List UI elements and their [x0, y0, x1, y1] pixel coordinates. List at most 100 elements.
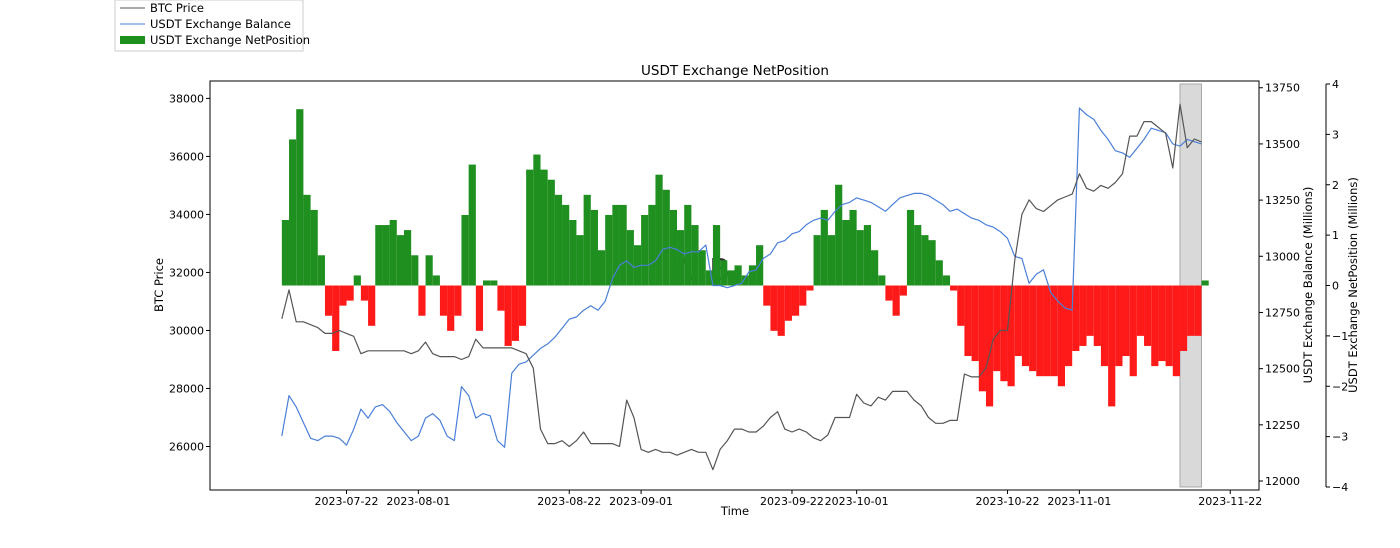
netposition-bar [820, 209, 828, 286]
netposition-bar [734, 265, 742, 286]
netposition-bar [475, 285, 484, 331]
y-left-tick-label: 32000 [169, 266, 204, 279]
netposition-bar [756, 245, 764, 286]
netposition-bar [1187, 285, 1195, 336]
netposition-bar [310, 209, 318, 286]
netposition-bar [461, 214, 469, 286]
netposition-bar [863, 225, 872, 286]
netposition-bar [576, 235, 584, 286]
netposition-bar [540, 169, 548, 286]
x-tick-label: 2023-11-22 [1198, 495, 1262, 508]
netposition-bar [985, 285, 994, 407]
netposition-bar [418, 285, 426, 316]
netposition-bar [641, 214, 649, 286]
x-tick-label: 2023-10-22 [976, 495, 1040, 508]
netposition-bar [1151, 285, 1159, 367]
netposition-bar [892, 285, 900, 316]
netposition-bar [978, 285, 986, 392]
netposition-bar [626, 230, 634, 286]
netposition-bar [303, 194, 311, 286]
netposition-bar [1100, 285, 1109, 367]
netposition-bar [1144, 285, 1152, 346]
netposition-bar [281, 220, 290, 286]
y-netposition-tick-label: 0 [1332, 280, 1339, 293]
netposition-bar [648, 204, 656, 286]
y-axis-label-netposition: USDT Exchange NetPosition (Millions) [1346, 177, 1360, 393]
netposition-bar [518, 285, 527, 326]
y-netposition-tick-label: −1 [1332, 330, 1348, 343]
netposition-bar [763, 285, 771, 306]
netposition-bar [1029, 285, 1037, 372]
netposition-bar [1165, 285, 1173, 367]
netposition-bar [1108, 285, 1116, 407]
y-netposition-tick-label: 3 [1332, 128, 1339, 141]
netposition-bar [619, 204, 627, 286]
netposition-bar [425, 255, 433, 286]
y-balance-tick-label: 12000 [1265, 475, 1300, 488]
netposition-bar [662, 189, 670, 286]
x-tick-label: 2023-08-22 [537, 495, 601, 508]
netposition-bar [698, 250, 706, 286]
netposition-bar [964, 285, 972, 357]
x-tick-label: 2023-09-22 [760, 495, 824, 508]
netposition-bar [871, 250, 879, 286]
netposition-bar [921, 235, 929, 286]
netposition-bar [1014, 285, 1022, 357]
netposition-bar [289, 139, 297, 286]
y-left-tick-label: 36000 [169, 150, 204, 163]
y-balance-tick-label: 12750 [1265, 306, 1300, 319]
netposition-bar [1000, 285, 1008, 382]
netposition-bar [533, 154, 541, 286]
netposition-bar [346, 285, 354, 301]
netposition-bar [547, 179, 555, 286]
netposition-bars [281, 109, 1209, 407]
y-left-tick-label: 30000 [169, 324, 204, 337]
netposition-bar [511, 285, 519, 341]
netposition-bar [1050, 285, 1058, 377]
netposition-bar [353, 275, 361, 286]
y-left-tick-label: 38000 [169, 92, 204, 105]
netposition-bar [655, 174, 663, 286]
netposition-bar [813, 235, 821, 286]
y-balance-tick-label: 12500 [1265, 363, 1300, 376]
netposition-bar [1057, 285, 1066, 387]
netposition-bar [1179, 285, 1188, 351]
netposition-bar [590, 209, 598, 286]
netposition-bar [942, 275, 951, 286]
netposition-bar [993, 285, 1001, 372]
legend: BTC Price USDT Exchange Balance USDT Exc… [114, 0, 310, 52]
y-netposition-tick-label: −3 [1332, 431, 1348, 444]
netposition-bar [1201, 280, 1209, 286]
x-tick-label: 2023-11-01 [1047, 495, 1111, 508]
x-tick-label: 2023-10-01 [825, 495, 889, 508]
x-tick-label: 2023-07-22 [315, 495, 379, 508]
plot-frame [209, 80, 1260, 491]
netposition-bar [1036, 285, 1044, 377]
netposition-bar [389, 220, 397, 286]
netposition-bar [526, 169, 534, 286]
netposition-bar [1115, 285, 1123, 367]
y-netposition-tick-label: 4 [1332, 78, 1339, 91]
y-left-tick-label: 26000 [169, 440, 204, 453]
netposition-bar [411, 255, 419, 286]
y-balance-tick-label: 12250 [1265, 419, 1300, 432]
y-balance-tick-label: 13750 [1265, 82, 1300, 95]
netposition-bar [720, 260, 728, 286]
netposition-bar [332, 285, 340, 351]
netposition-bar [360, 285, 369, 301]
netposition-bar [957, 285, 965, 326]
netposition-bar [669, 209, 678, 286]
netposition-bar [382, 225, 390, 286]
netposition-bar [403, 230, 412, 286]
netposition-bar [324, 285, 333, 316]
y-left-tick-label: 34000 [169, 208, 204, 221]
netposition-bar [1158, 285, 1166, 362]
netposition-bar [1122, 285, 1130, 357]
netposition-bar [741, 275, 749, 286]
netposition-bar [935, 260, 943, 286]
y-netposition-tick-label: 1 [1332, 229, 1339, 242]
netposition-bar [454, 285, 462, 316]
y-axis-label-balance: USDT Exchange Balance (Millions) [1301, 187, 1315, 384]
netposition-bar [1007, 285, 1015, 387]
